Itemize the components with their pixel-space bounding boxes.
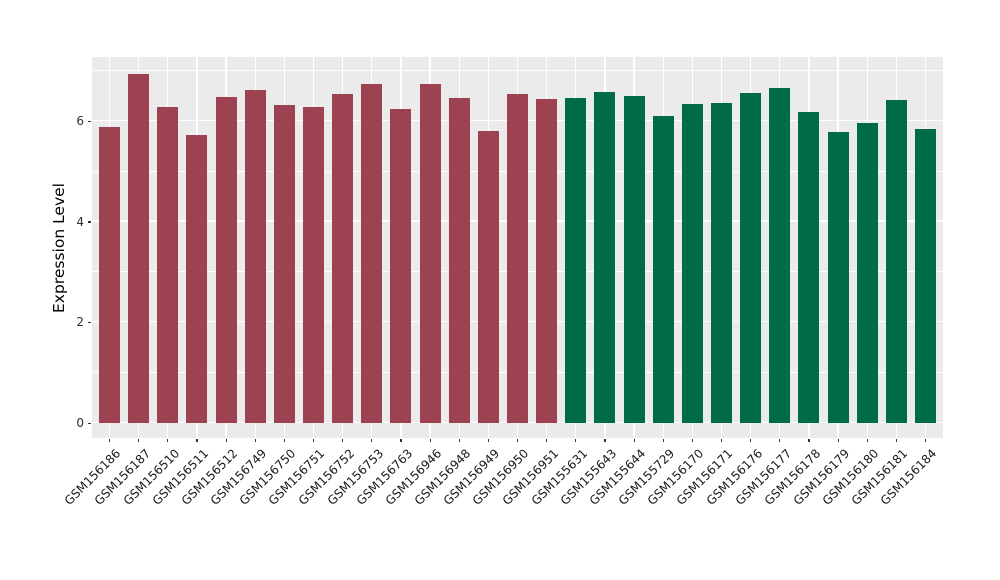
x-tick-mark <box>400 439 402 442</box>
x-tick-mark <box>779 439 781 442</box>
y-tick-mark <box>88 120 91 123</box>
x-tick-mark <box>458 439 460 442</box>
x-tick-mark <box>283 439 286 442</box>
bar-GSM156951 <box>536 99 558 423</box>
bar-GSM155729 <box>652 115 674 423</box>
bar-GSM156753 <box>361 84 383 423</box>
y-tick-mark <box>88 422 91 424</box>
x-tick-mark <box>750 439 752 442</box>
y-tick-label-4: 4 <box>76 214 84 229</box>
x-tick-mark <box>429 439 431 442</box>
bar-GSM156512 <box>215 97 237 423</box>
bar-GSM156752 <box>332 93 354 423</box>
bar-GSM156178 <box>798 112 820 423</box>
x-tick-mark <box>312 439 315 442</box>
y-tick-mark <box>88 321 91 324</box>
bar-GSM156176 <box>740 92 762 423</box>
x-tick-mark <box>662 439 664 442</box>
bar-GSM155643 <box>594 91 616 423</box>
x-tick-mark <box>721 439 723 442</box>
bar-GSM156511 <box>186 134 208 423</box>
bar-GSM156949 <box>477 130 499 423</box>
x-tick-mark <box>138 439 140 442</box>
bar-GSM156186 <box>98 127 120 423</box>
x-tick-mark <box>895 439 898 442</box>
x-tick-mark <box>925 439 927 442</box>
x-tick-mark <box>254 439 256 442</box>
x-tick-mark <box>691 439 694 442</box>
x-tick-mark <box>487 439 490 442</box>
bar-GSM156170 <box>681 104 703 423</box>
x-tick-mark <box>837 439 839 442</box>
x-tick-mark <box>108 439 111 442</box>
bar-GSM156181 <box>885 99 907 423</box>
bar-GSM156180 <box>856 123 878 423</box>
x-tick-mark <box>604 439 606 442</box>
bar-GSM156750 <box>273 104 295 423</box>
bar-GSM156510 <box>157 106 179 423</box>
x-tick-mark <box>866 439 868 442</box>
bar-GSM156749 <box>244 90 266 423</box>
bar-GSM156763 <box>390 109 412 423</box>
bar-GSM155631 <box>565 97 587 423</box>
bar-GSM156171 <box>711 102 732 423</box>
x-tick-mark <box>196 439 198 442</box>
y-tick-label-6: 6 <box>76 114 84 129</box>
x-tick-mark <box>225 439 227 442</box>
bar-GSM156187 <box>128 73 150 423</box>
bar-GSM155644 <box>623 96 645 423</box>
y-axis-title-text: Expression Level <box>50 182 69 313</box>
x-tick-mark <box>575 439 577 442</box>
x-tick-mark <box>808 439 810 442</box>
x-tick-mark <box>342 439 344 442</box>
x-tick-mark <box>517 439 519 442</box>
y-axis-title: Expression Level <box>44 57 74 438</box>
bar-GSM156751 <box>302 107 324 423</box>
bar-GSM156948 <box>448 97 470 423</box>
bar-GSM156177 <box>769 87 791 423</box>
y-tick-label-0: 0 <box>76 416 84 430</box>
x-tick-mark <box>633 439 635 442</box>
bar-GSM156184 <box>915 129 936 423</box>
bar-GSM156946 <box>419 84 441 423</box>
x-tick-mark <box>371 439 373 442</box>
x-tick-mark <box>546 439 548 442</box>
plot-panel <box>92 57 943 438</box>
bar-GSM156950 <box>507 94 528 423</box>
y-tick-mark <box>88 221 91 223</box>
y-tick-label-2: 2 <box>76 315 84 330</box>
bar-GSM156179 <box>827 132 849 423</box>
x-tick-mark <box>167 439 169 442</box>
